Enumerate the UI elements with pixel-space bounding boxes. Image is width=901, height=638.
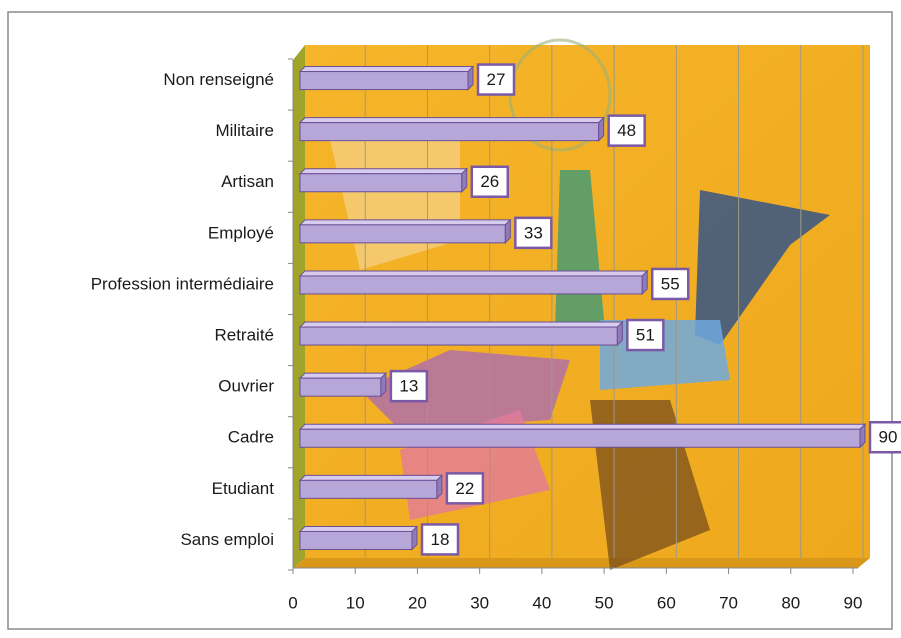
bar-top xyxy=(298,474,444,481)
value-label: 48 xyxy=(617,121,636,140)
bar-side xyxy=(436,474,443,500)
bar-top xyxy=(298,525,419,532)
plot-floor xyxy=(293,558,870,568)
y-tick-label: Militaire xyxy=(215,121,274,140)
x-tick-label: 60 xyxy=(657,593,676,612)
y-tick-label: Non renseigné xyxy=(163,70,274,89)
x-tick-label: 70 xyxy=(719,593,738,612)
x-tick-label: 80 xyxy=(781,593,800,612)
bar-top xyxy=(298,66,475,73)
decor xyxy=(695,190,830,345)
bar xyxy=(299,326,618,346)
value-label-box xyxy=(650,267,690,301)
bar-side xyxy=(859,423,866,449)
value-label-box xyxy=(389,369,429,403)
y-tick-label: Employé xyxy=(208,223,274,242)
value-label-box xyxy=(607,114,646,147)
bar-side xyxy=(411,525,418,551)
value-label-box xyxy=(868,421,901,454)
value-label: 22 xyxy=(455,479,474,498)
value-label-box xyxy=(420,523,460,556)
bar xyxy=(299,275,643,295)
value-label: 90 xyxy=(879,428,898,447)
x-tick-label: 0 xyxy=(288,593,297,612)
bar-top xyxy=(298,117,605,124)
value-label-box xyxy=(445,472,485,505)
value-label-box xyxy=(476,63,516,96)
value-label: 26 xyxy=(480,172,499,191)
bar xyxy=(299,173,463,193)
bar xyxy=(299,479,438,499)
y-tick-label: Ouvrier xyxy=(218,377,274,396)
x-tick-label: 50 xyxy=(595,593,614,612)
bar xyxy=(299,224,506,244)
bar xyxy=(299,530,413,550)
x-tick-label: 10 xyxy=(346,593,365,612)
value-label-box xyxy=(626,318,665,352)
y-tick-label: Retraité xyxy=(214,326,274,345)
value-label: 51 xyxy=(636,326,655,345)
y-tick-label: Sans emploi xyxy=(180,530,274,549)
bar-side xyxy=(616,320,623,347)
value-label: 27 xyxy=(487,70,506,89)
value-label-box xyxy=(470,165,510,198)
bar-top xyxy=(298,372,388,379)
x-tick-label: 30 xyxy=(470,593,489,612)
bar-side xyxy=(641,269,648,296)
y-tick-label: Profession intermédiaire xyxy=(91,274,274,293)
x-tick-label: 40 xyxy=(532,593,551,612)
y-tick-label: Cadre xyxy=(228,428,274,447)
bar xyxy=(299,428,861,448)
bar-top xyxy=(298,168,468,175)
x-tick-label: 20 xyxy=(408,593,427,612)
bar-top xyxy=(298,270,649,277)
bar-side xyxy=(598,116,605,142)
x-tick-label: 90 xyxy=(844,593,863,612)
value-label: 13 xyxy=(399,377,418,396)
value-label: 55 xyxy=(661,274,680,293)
bar xyxy=(299,377,382,397)
value-label: 18 xyxy=(431,530,450,549)
bar xyxy=(299,122,600,142)
bar-side xyxy=(504,218,511,245)
bar-top xyxy=(298,321,624,328)
y-tick-label: Artisan xyxy=(221,172,274,191)
bar-top xyxy=(298,219,512,226)
bar-side xyxy=(467,65,474,91)
bar xyxy=(299,71,469,91)
value-label: 33 xyxy=(524,223,543,242)
value-label-box xyxy=(514,216,553,250)
bar-side xyxy=(461,167,468,193)
bar-top xyxy=(298,423,867,430)
y-tick-label: Etudiant xyxy=(212,479,275,498)
bar-side xyxy=(380,371,387,398)
